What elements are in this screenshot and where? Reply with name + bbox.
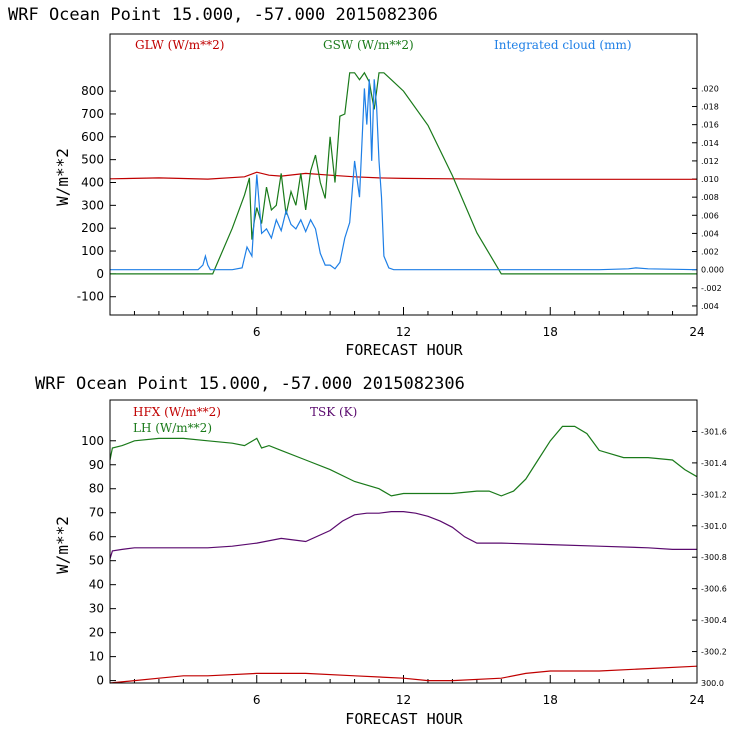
top-y-tick-label: 700 [81,107,104,121]
bottom-x-tick-label: 24 [689,693,704,707]
top-legend-cloud: Integrated cloud (mm) [494,38,632,52]
top-title: WRF Ocean Point 15.000, -57.000 20150823… [8,5,438,25]
bottom-y-tick-label: 20 [89,626,104,640]
top-y2-tick-label: .008 [701,193,719,202]
top-y-tick-label: 600 [81,130,104,144]
bottom-legend-lh: LH (W/m**2) [133,421,212,435]
top-x-axis-label: FORECAST HOUR [345,341,463,359]
bottom-y-tick-label: 40 [89,578,104,592]
bottom-y-axis-label: W/m**2 [53,516,72,574]
bottom-y2-tick-label: -300.2 [701,648,727,657]
bottom-x-tick-label: 18 [543,693,558,707]
bottom-x-tick-label: 12 [396,693,411,707]
bottom-y2-tick-label: -301.4 [701,459,727,468]
bottom-series-hfx-line [109,665,698,684]
bottom-legend-tsk: TSK (K) [310,405,357,419]
top-y2-tick-label: .016 [701,121,719,130]
top-y-tick-label: 500 [81,153,104,167]
bottom-legend-hfx: HFX (W/m**2) [133,405,221,419]
top-y2-tick-label: .012 [701,157,719,166]
top-y2-tick-label: .020 [701,84,719,93]
bottom-plot-frame [109,399,698,684]
bottom-y-tick-label: 100 [81,434,104,448]
bottom-x-axis-label: FORECAST HOUR [345,710,463,728]
top-series-integrated-line [110,79,698,271]
top-y-tick-label: 200 [81,221,104,235]
bottom-y-tick-label: 50 [89,554,104,568]
top-y-tick-label: 100 [81,244,104,258]
chart-top: WRF Ocean Point 15.000, -57.000 20150823… [8,5,724,359]
top-y2-tick-label: 0.000 [701,266,724,275]
bottom-title: WRF Ocean Point 15.000, -57.000 20150823… [35,374,465,394]
top-x-tick-label: 12 [396,325,411,339]
bottom-y-tick-label: 10 [89,650,104,664]
bottom-y-tick-label: 60 [89,530,104,544]
top-y-tick-label: 0 [96,267,104,281]
bottom-y2-tick-label: -300.6 [701,585,727,594]
top-y2-tick-label: .002 [701,248,719,257]
bottom-y-tick-label: 80 [89,482,104,496]
bottom-x-tick-label: 6 [253,693,261,707]
top-series-glw-line [109,171,697,180]
top-y2-tick-label: -.002 [701,284,722,293]
top-y2-tick-label: .004 [701,302,719,311]
top-y2-tick-label: .010 [701,175,719,184]
bottom-y-tick-label: 70 [89,506,104,520]
bottom-y-tick-label: 0 [96,674,104,688]
top-x-tick-label: 24 [689,325,704,339]
top-y2-tick-label: .018 [701,103,719,112]
bottom-y-tick-label: 30 [89,602,104,616]
bottom-y2-tick-label: 300.0 [701,679,724,688]
chart-bottom: WRF Ocean Point 15.000, -57.000 20150823… [35,374,727,728]
bottom-y2-tick-label: -301.2 [701,490,727,499]
top-series-gsw-line [110,71,697,275]
bottom-y2-tick-label: -301.0 [701,522,727,531]
bottom-y2-tick-label: -300.4 [701,616,727,625]
bottom-y-tick-label: 90 [89,458,104,472]
top-y-tick-label: 300 [81,198,104,212]
top-y2-tick-label: .004 [701,229,719,238]
top-y2-tick-label: .014 [701,139,719,148]
bottom-y2-tick-label: -301.6 [701,427,727,436]
top-y-axis-label: W/m**2 [53,148,72,206]
top-y-tick-label: -100 [77,290,104,304]
bottom-y2-tick-label: -300.8 [701,553,727,562]
bottom-series-tsk-line [109,511,697,559]
top-y-tick-label: 800 [81,84,104,98]
top-x-tick-label: 18 [543,325,558,339]
top-y2-tick-label: .006 [701,211,719,220]
top-x-tick-label: 6 [253,325,261,339]
top-y-tick-label: 400 [81,175,104,189]
top-legend-gsw: GSW (W/m**2) [323,38,414,52]
top-legend-glw: GLW (W/m**2) [135,38,224,52]
top-plot-frame [109,33,698,316]
bottom-series-lh-line [109,425,698,497]
